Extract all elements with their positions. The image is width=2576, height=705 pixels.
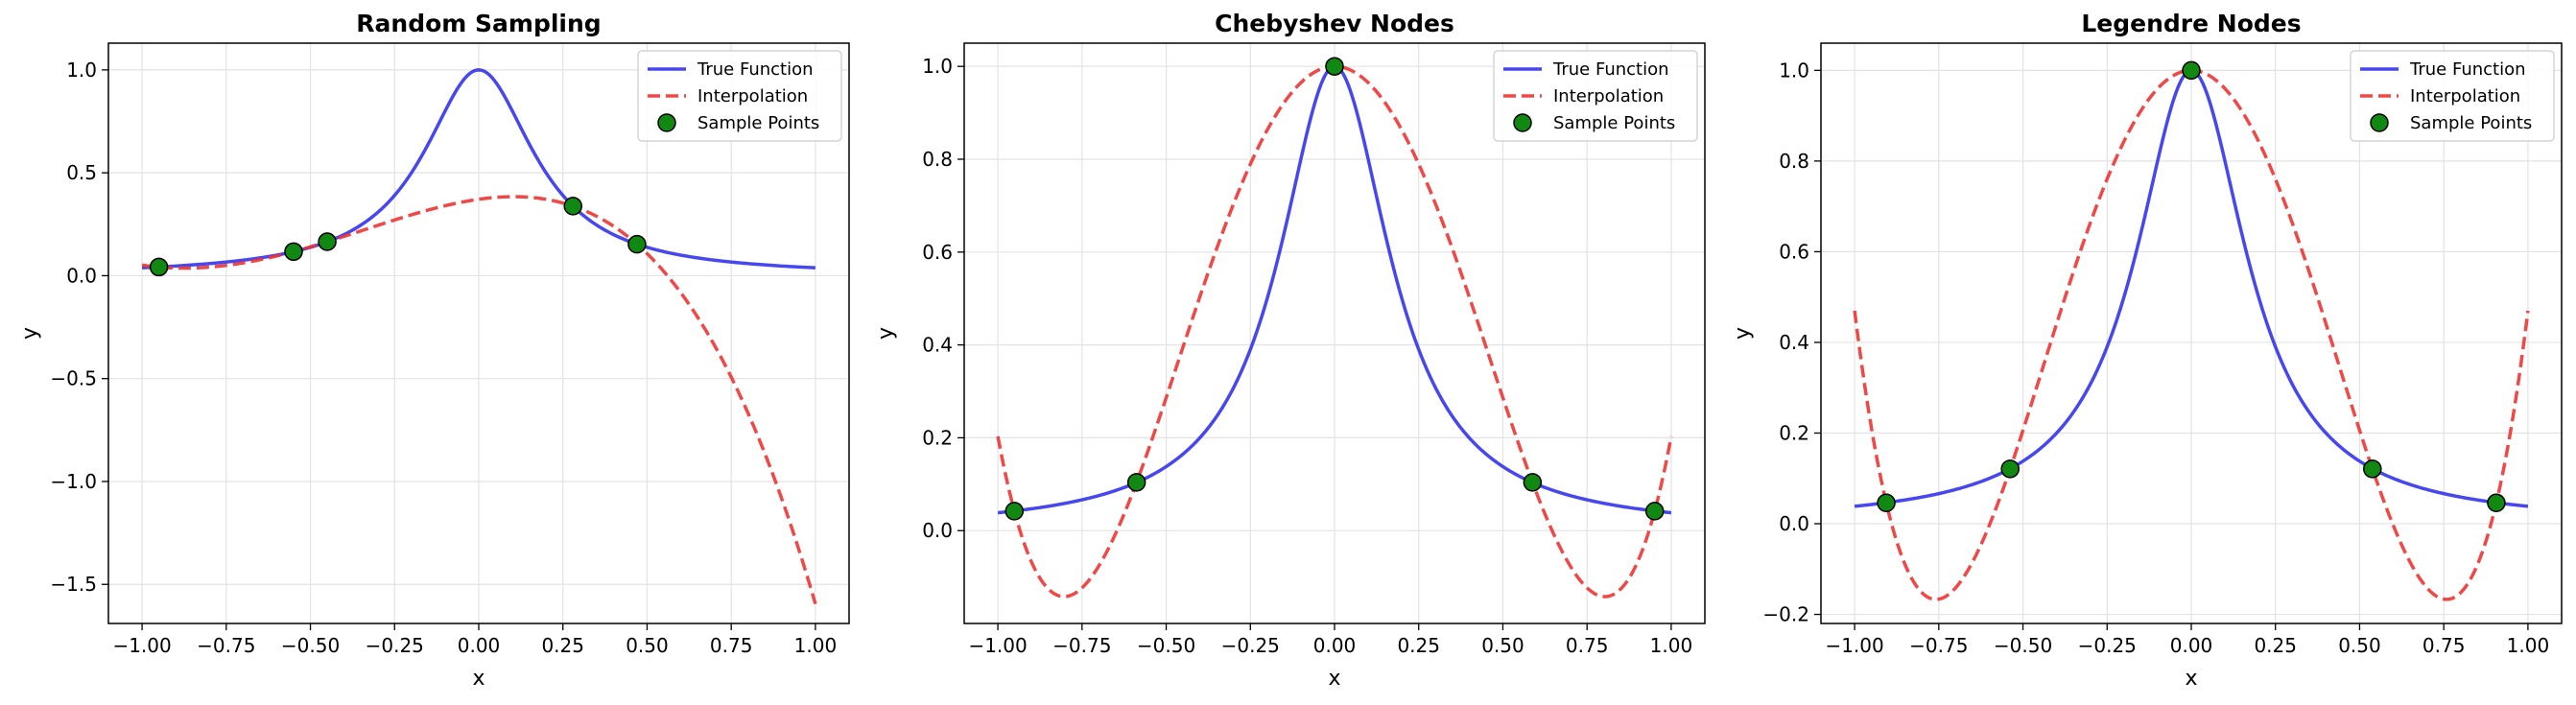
legend-label: Sample Points [697,113,819,133]
sample-point [2000,459,2020,479]
legend: True Function Interpolation Sample Points [637,50,842,142]
y-tick-label: −1.0 [50,470,97,493]
legend-label: True Function [2409,59,2526,80]
y-tick-label: 1.0 [1779,59,1809,82]
x-tick-label: −0.50 [281,634,340,657]
y-tick-label: 0.5 [66,161,97,184]
x-tick-label: −0.75 [197,634,255,657]
x-tick-label: −0.50 [1994,634,2052,657]
legend-label: Interpolation [2410,86,2520,106]
y-tick-label: 0.8 [922,148,953,171]
x-tick-label: −0.25 [366,634,424,657]
sample-point [1523,473,1543,492]
legend-box [2350,50,2555,142]
x-tick-label: −1.00 [112,634,171,657]
sample-point [2487,493,2506,513]
y-tick-label: 0.2 [922,426,953,449]
sample-point [2182,60,2201,81]
x-tick-label: 0.50 [626,634,669,657]
x-tick-label: −0.75 [1052,634,1111,657]
subplot-2: −1.00 −0.75 −0.50 −0.25 0.00 0.25 0.50 0.75 1.00… [874,10,1706,691]
y-tick-label: 0.2 [1779,421,1809,444]
x-tick-label: 0.50 [2338,634,2381,657]
sample-point [149,257,169,277]
x-axis-label: x [2185,667,2197,691]
sample-point [563,197,583,216]
chart-title: Legendre Nodes [2081,10,2301,37]
y-tick-label: 0.8 [1779,150,1809,173]
x-tick-label: 0.00 [2170,634,2213,657]
legend-sample-points-swatch [657,113,676,132]
x-axis-label: x [1328,667,1340,691]
legend-label: Sample Points [1553,113,1675,133]
y-tick-label: 0.4 [1779,331,1809,354]
x-tick-label: −0.25 [2078,634,2137,657]
x-tick-label: 1.00 [794,634,838,657]
x-tick-label: 0.25 [1397,634,1440,657]
x-tick-label: 0.00 [1313,634,1357,657]
legend-label: True Function [1552,59,1669,80]
y-tick-label: 1.0 [922,55,953,78]
y-tick-label: −1.5 [50,573,97,596]
x-tick-label: 1.00 [2507,634,2550,657]
legend-label: Sample Points [2410,113,2532,133]
sample-point [1325,57,1344,76]
x-tick-label: 0.25 [541,634,584,657]
x-tick-label: 0.25 [2254,634,2297,657]
sample-point [1644,502,1665,521]
legend-label: Interpolation [1553,86,1664,106]
subplot-3: −1.00 −0.75 −0.50 −0.25 0.00 0.25 0.50 0.75 1.00… [1731,10,2563,691]
legend: True Function Interpolation Sample Points [1493,50,1698,142]
y-tick-label: 0.6 [1779,240,1809,263]
legend-box [637,50,842,142]
y-tick-label: 0.0 [922,519,953,542]
x-tick-label: −0.50 [1137,634,1195,657]
x-tick-label: 0.75 [2422,634,2466,657]
y-tick-label: 0.0 [66,264,97,287]
y-tick-label: −0.5 [50,367,97,390]
subplot-1: −1.00 −0.75 −0.50 −0.25 0.00 0.25 0.50 0.75 1.00… [18,10,850,691]
grid [108,43,849,623]
x-tick-label: −0.25 [1221,634,1280,657]
sample-point [1126,473,1146,492]
chart-title: Random Sampling [356,10,601,37]
series-true-function-line [142,68,815,270]
x-tick-label: 0.75 [710,634,753,657]
sample-point [284,242,303,262]
y-tick-label: 1.0 [66,59,97,82]
y-axis-label: y [874,327,898,340]
sample-point [1004,502,1025,521]
sample-point [318,232,337,251]
y-tick-label: 0.6 [922,241,953,264]
y-tick-label: −0.2 [1762,603,1809,626]
x-tick-label: 0.50 [1481,634,1524,657]
sample-point [2363,459,2382,479]
x-tick-label: −1.00 [968,634,1027,657]
x-tick-label: −0.75 [1909,634,1968,657]
x-tick-label: −1.00 [1825,634,1883,657]
y-tick-label: 0.0 [1779,512,1809,535]
y-tick-label: 0.4 [922,334,953,357]
series-interpolation-line [141,195,817,605]
sample-point [627,234,647,254]
x-tick-label: 0.00 [458,634,501,657]
legend-box [1493,50,1698,142]
legend: True Function Interpolation Sample Points [2350,50,2555,142]
legend-sample-points-swatch [2370,113,2389,132]
x-axis-label: x [472,667,484,691]
x-tick-label: 0.75 [1566,634,1609,657]
chart-title: Chebyshev Nodes [1215,10,1454,37]
sample-point [1877,493,1896,513]
legend-label: True Function [697,59,814,80]
legend-label: Interpolation [697,86,808,106]
x-tick-label: 1.00 [1650,634,1693,657]
y-axis-label: y [1731,327,1755,340]
y-axis-label: y [18,327,42,340]
legend-sample-points-swatch [1513,113,1532,132]
